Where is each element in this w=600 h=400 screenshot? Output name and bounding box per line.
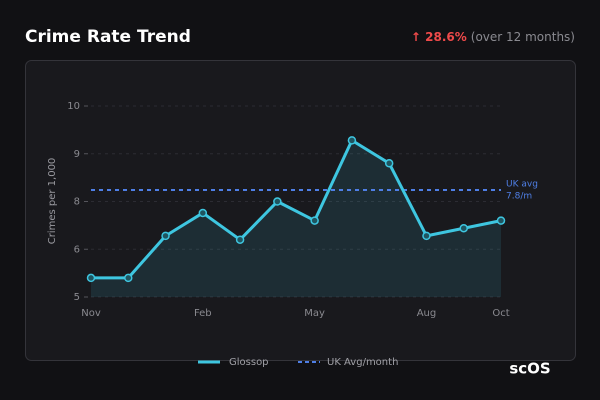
x-tick-label: Oct: [492, 308, 509, 319]
point: [235, 235, 245, 244]
point: [496, 216, 506, 225]
x-tick-label: Nov: [81, 308, 101, 319]
reference-label: UK avg: [506, 180, 538, 190]
legend-label: UK Avg/month: [327, 357, 398, 368]
y-tick-label: 10: [67, 101, 80, 112]
point: [310, 216, 319, 225]
change-note: (over 12 months): [471, 30, 575, 44]
x-tick-label: Aug: [417, 308, 437, 319]
y-tick-label: 9: [74, 149, 80, 160]
point: [86, 273, 96, 283]
point: [384, 159, 394, 168]
plot: 5 6 8 9 10 Nov Feb May Aug Oct UK avg 7.8/m Glossop U…: [67, 101, 538, 368]
point: [273, 197, 282, 206]
line: [91, 138, 502, 280]
area: [91, 140, 501, 297]
change: ↑ 28.6% (over 12 months): [411, 30, 575, 44]
point: [198, 208, 208, 218]
y-tick-label: 6: [74, 244, 80, 255]
y-tick-label: 5: [74, 292, 80, 303]
point: [347, 136, 357, 145]
point: [161, 231, 170, 241]
legend-label: Glossop: [229, 357, 269, 368]
y-tick-label: 8: [74, 197, 80, 208]
point: [124, 273, 133, 283]
y-axis-label: Crimes per 1,000: [47, 158, 58, 245]
card: [25, 60, 576, 361]
x-tick-label: May: [304, 308, 325, 319]
brand: scOS: [509, 360, 550, 378]
point: [459, 223, 468, 233]
x-tick-label: Feb: [194, 308, 212, 319]
reference-label: 7.8/m: [506, 192, 532, 202]
title: Crime Rate Trend: [25, 27, 191, 47]
change-value: ↑ 28.6%: [411, 30, 467, 44]
point: [422, 231, 431, 241]
